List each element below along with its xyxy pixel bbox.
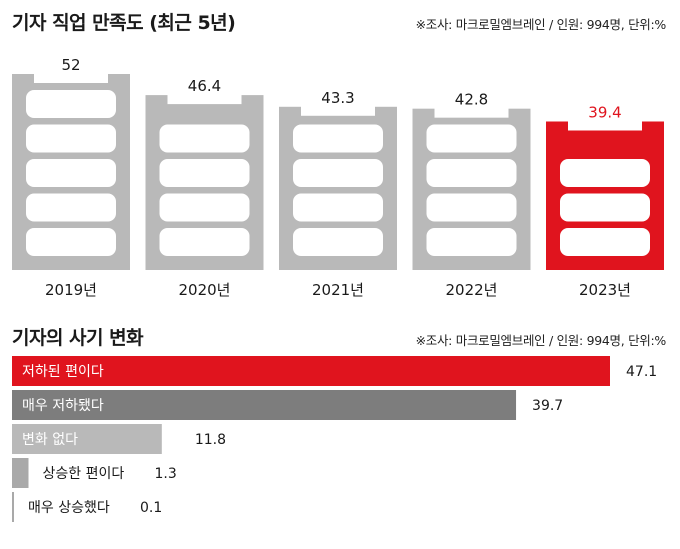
- satisfaction-bar-chart: 52 2019년 46.4 2020년 43.3 2021년 42.8 2022년 39.4 20…: [12, 56, 664, 299]
- hbar-row: 저하된 편이다 47.1: [12, 356, 657, 386]
- hbar: [12, 424, 162, 454]
- bar-slot: [26, 228, 116, 256]
- x-tick-label: 2020년: [179, 281, 231, 299]
- bar-group: 43.3: [279, 89, 397, 271]
- hbar-row: 매우 저하됐다 39.7: [12, 390, 563, 420]
- bar-slot: [293, 193, 383, 222]
- x-tick-label: 2023년: [579, 281, 631, 299]
- bar-slot: [26, 193, 116, 222]
- bar-slot: [293, 159, 383, 187]
- hbar-category-label: 저하된 편이다: [22, 364, 104, 380]
- hbar-value-label: 39.7: [532, 398, 563, 414]
- hbar-row: 상승한 편이다 1.3: [12, 458, 177, 488]
- hbar-row: 변화 없다 11.8: [12, 424, 226, 454]
- morale-change-bar-chart: 저하된 편이다 47.1 매우 저하됐다 39.7 변화 없다 11.8 상승한 편이다 1.…: [12, 356, 657, 522]
- hbar-value-label: 1.3: [155, 466, 177, 482]
- bar-value-label: 39.4: [588, 103, 621, 121]
- bar-slot: [426, 228, 517, 256]
- bar-slot: [26, 159, 116, 187]
- hbar-category-label: 상승한 편이다: [43, 466, 125, 482]
- bar-value-label: 46.4: [188, 77, 221, 95]
- hbar: [12, 390, 517, 420]
- x-tick-label: 2022년: [446, 281, 498, 299]
- bar-slot: [426, 124, 517, 153]
- hbar-category-label: 매우 저하됐다: [22, 398, 104, 414]
- bar-slot: [159, 228, 250, 256]
- bar-slot: [560, 159, 650, 187]
- chart2-source-note: ※조사: 마크로밀엠브레인 / 인원: 994명, 단위:%: [415, 333, 667, 348]
- hbar-category-label: 매우 상승했다: [28, 500, 110, 516]
- bar-label-notch: [301, 105, 375, 116]
- bar-slot: [159, 124, 250, 153]
- bar-group: 46.4: [145, 77, 264, 270]
- bar-slot: [426, 193, 517, 222]
- bar-group: 42.8: [412, 91, 531, 270]
- hbar-row: 매우 상승했다 0.1: [12, 492, 162, 522]
- bar-group: 52: [12, 56, 130, 270]
- chart1-title: 기자 직업 만족도 (최근 5년): [12, 12, 236, 34]
- bar-slot: [159, 193, 250, 222]
- bar-label-notch: [568, 120, 642, 131]
- bar-label-notch: [167, 94, 242, 105]
- bar-slot: [560, 228, 650, 256]
- bar-slot: [293, 124, 383, 153]
- bar-label-notch: [434, 107, 509, 118]
- bar-group: 39.4: [546, 103, 664, 270]
- hbar-value-label: 0.1: [140, 500, 162, 516]
- x-tick-label: 2021년: [312, 281, 364, 299]
- hbar: [12, 458, 29, 488]
- bar-slot: [26, 90, 116, 118]
- bar-slot: [560, 193, 650, 222]
- x-tick-label: 2019년: [45, 281, 97, 299]
- chart1-source-note: ※조사: 마크로밀엠브레인 / 인원: 994명, 단위:%: [415, 17, 667, 32]
- bar-label-notch: [34, 73, 108, 83]
- bar-slot: [26, 124, 116, 153]
- bar-slot: [426, 159, 517, 187]
- bar-value-label: 43.3: [321, 89, 354, 107]
- bar-slot: [159, 159, 250, 187]
- bar-slot: [293, 228, 383, 256]
- chart2-title: 기자의 사기 변화: [12, 327, 144, 349]
- hbar: [12, 356, 610, 386]
- bar-value-label: 52: [61, 56, 80, 74]
- hbar-value-label: 11.8: [195, 432, 226, 448]
- hbar-value-label: 47.1: [626, 364, 657, 380]
- hbar-category-label: 변화 없다: [22, 432, 78, 448]
- bar-value-label: 42.8: [455, 91, 488, 109]
- hbar: [12, 492, 14, 522]
